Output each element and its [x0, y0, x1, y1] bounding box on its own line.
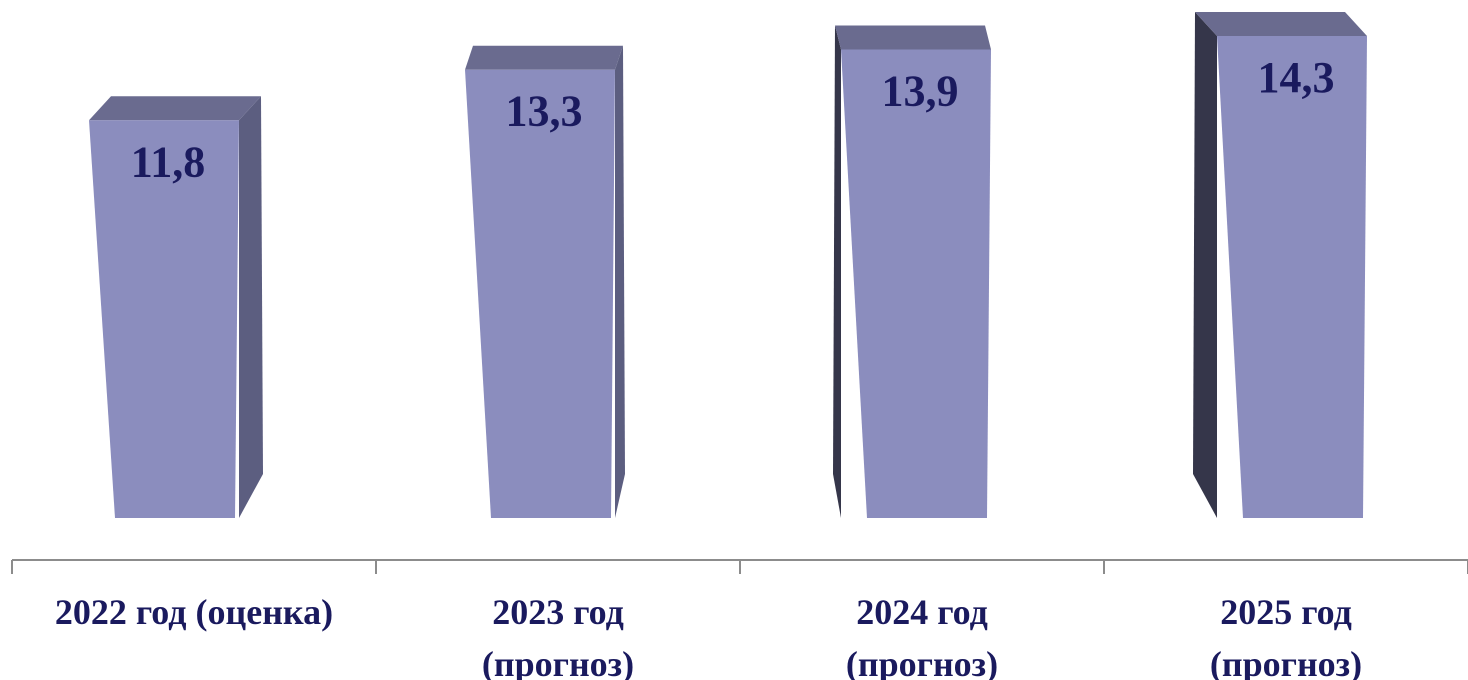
- bar-value-label: 11,8: [131, 137, 206, 186]
- category-label: 2023 год: [492, 592, 624, 632]
- bar-side-face: [833, 25, 841, 519]
- category-label: (прогноз): [846, 644, 998, 680]
- category-label: 2025 год: [1220, 592, 1352, 632]
- bar-side-face: [239, 96, 263, 518]
- bar-side-face: [615, 45, 625, 518]
- bar-1: [89, 96, 263, 518]
- bar-top-face: [1195, 12, 1367, 36]
- bar-front-face: [465, 69, 615, 518]
- bar-front-face: [841, 49, 991, 519]
- bar-2: [465, 45, 625, 518]
- value-labels-group: 11,8 13,3 13,9 14,3: [131, 53, 1335, 186]
- category-label: (прогноз): [482, 644, 634, 680]
- category-label: 2022 год (оценка): [55, 592, 333, 632]
- category-label: 2024 год: [856, 592, 988, 632]
- bar-side-face: [1193, 12, 1217, 518]
- bar-3: [833, 25, 991, 519]
- bars-group: [89, 12, 1367, 519]
- bar-value-label: 13,3: [506, 87, 583, 136]
- x-axis: [11, 559, 1468, 574]
- bar-value-label: 14,3: [1258, 53, 1335, 102]
- bar-top-face: [465, 45, 623, 70]
- bar-front-face: [1217, 36, 1367, 518]
- bar-top-face: [89, 96, 261, 121]
- bar-4: [1193, 12, 1367, 518]
- category-labels-group: 2022 год (оценка) 2023 год (прогноз) 2024 г…: [55, 592, 1362, 680]
- category-label: (прогноз): [1210, 644, 1362, 680]
- bar-top-face: [835, 25, 991, 50]
- bar-value-label: 13,9: [882, 66, 959, 115]
- bar-front-face: [89, 120, 239, 518]
